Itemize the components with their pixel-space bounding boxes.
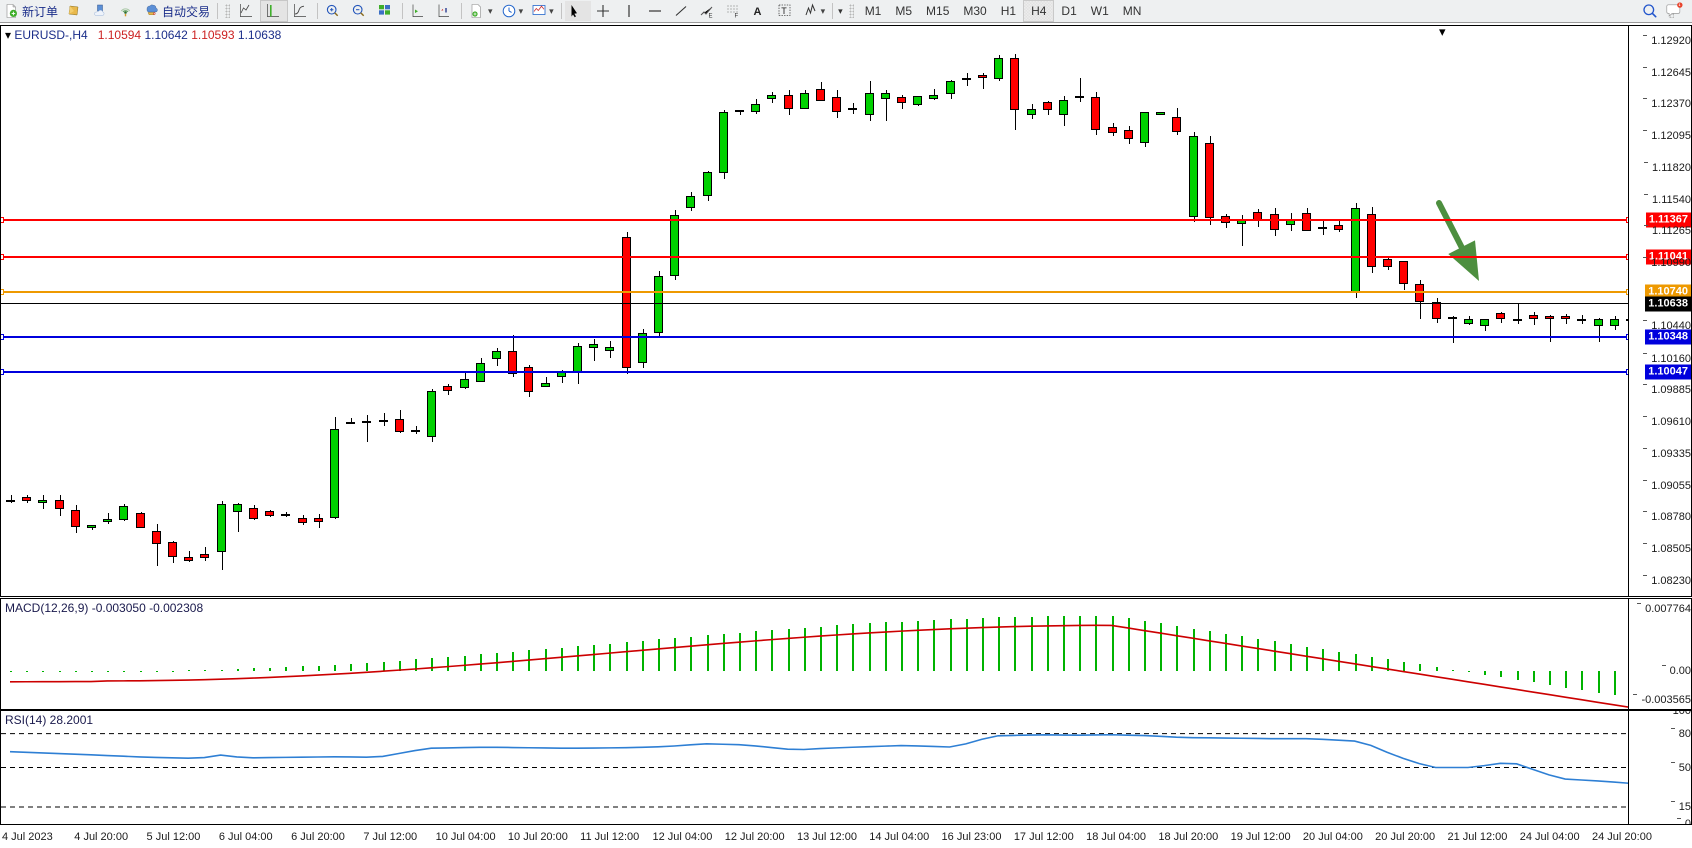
svg-text:T: T	[781, 6, 787, 16]
svg-text:E: E	[708, 14, 712, 20]
svg-text:A: A	[753, 6, 761, 18]
svg-text:F: F	[734, 14, 738, 20]
svg-text:1: 1	[1678, 3, 1680, 7]
